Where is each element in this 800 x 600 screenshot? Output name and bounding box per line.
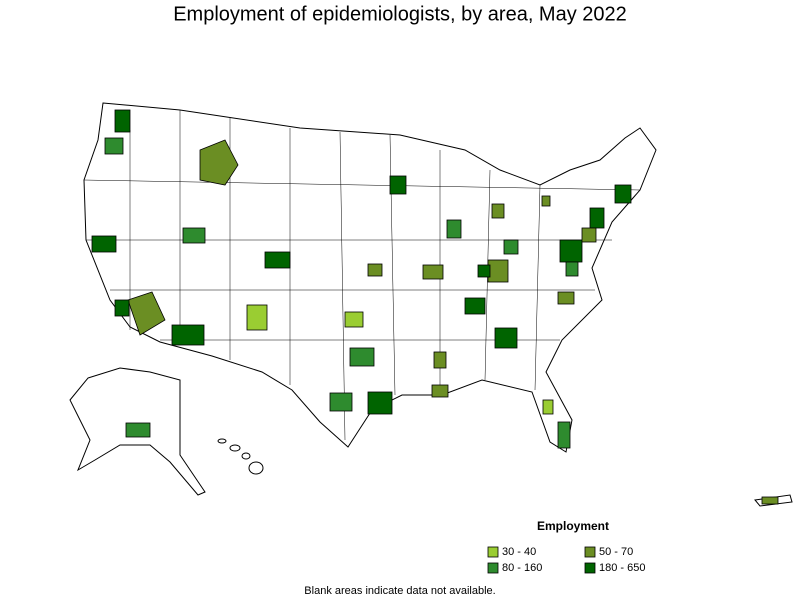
legend-label: 180 - 650	[599, 562, 645, 574]
metro-area	[559, 239, 583, 263]
metro-area	[127, 291, 166, 336]
metro-area	[199, 139, 239, 186]
metro-area	[422, 264, 444, 280]
metro-area	[349, 347, 375, 367]
legend-label: 80 - 160	[502, 562, 542, 574]
metro-area	[491, 203, 505, 219]
legend-title: Employment	[537, 519, 609, 533]
legend: Employment 30 - 40 50 - 70 80 - 160 180 - 6…	[487, 519, 645, 574]
metro-area	[589, 207, 605, 229]
map-title: Employment of epidemiologists, by area, …	[173, 3, 627, 25]
metro-area	[431, 384, 449, 398]
metro-area	[329, 392, 353, 412]
hawaii-outline	[217, 438, 264, 475]
metro-area	[367, 391, 393, 415]
metro-area	[171, 324, 205, 346]
metro-area	[125, 422, 151, 438]
metro-area	[464, 297, 486, 315]
metro-area	[344, 311, 364, 328]
metro-area	[494, 327, 518, 349]
metro-area	[182, 227, 206, 244]
metro-area	[581, 227, 597, 243]
legend-swatch	[487, 562, 499, 574]
metro-area	[477, 264, 491, 278]
metro-area	[557, 421, 571, 449]
metro-area	[433, 351, 447, 369]
metro-area	[264, 251, 291, 269]
metro-area	[565, 261, 579, 277]
metro-area	[557, 291, 575, 305]
metro-area	[114, 109, 131, 133]
legend-swatch	[584, 546, 596, 558]
metro-area	[91, 235, 117, 253]
legend-label: 30 - 40	[502, 546, 536, 558]
metro-area	[446, 219, 462, 239]
legend-swatch	[487, 546, 499, 558]
metro-area	[761, 496, 779, 505]
legend-swatch	[584, 562, 596, 574]
metro-area	[503, 239, 519, 255]
legend-label: 50 - 70	[599, 546, 633, 558]
metro-area	[487, 259, 509, 283]
metro-area	[614, 184, 632, 204]
map	[69, 102, 793, 507]
metro-area	[367, 263, 383, 277]
footnote: Blank areas indicate data not available.	[304, 585, 495, 597]
metro-area	[541, 195, 551, 207]
metro-area	[389, 175, 407, 195]
metro-area	[104, 137, 124, 155]
metro-area	[542, 399, 554, 415]
metro-areas	[91, 109, 779, 505]
metro-area	[246, 304, 268, 331]
metro-area	[114, 299, 130, 317]
